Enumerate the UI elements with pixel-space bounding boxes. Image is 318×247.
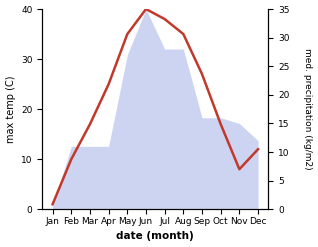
- X-axis label: date (month): date (month): [116, 231, 194, 242]
- Y-axis label: med. precipitation (kg/m2): med. precipitation (kg/m2): [303, 48, 313, 170]
- Y-axis label: max temp (C): max temp (C): [5, 75, 16, 143]
